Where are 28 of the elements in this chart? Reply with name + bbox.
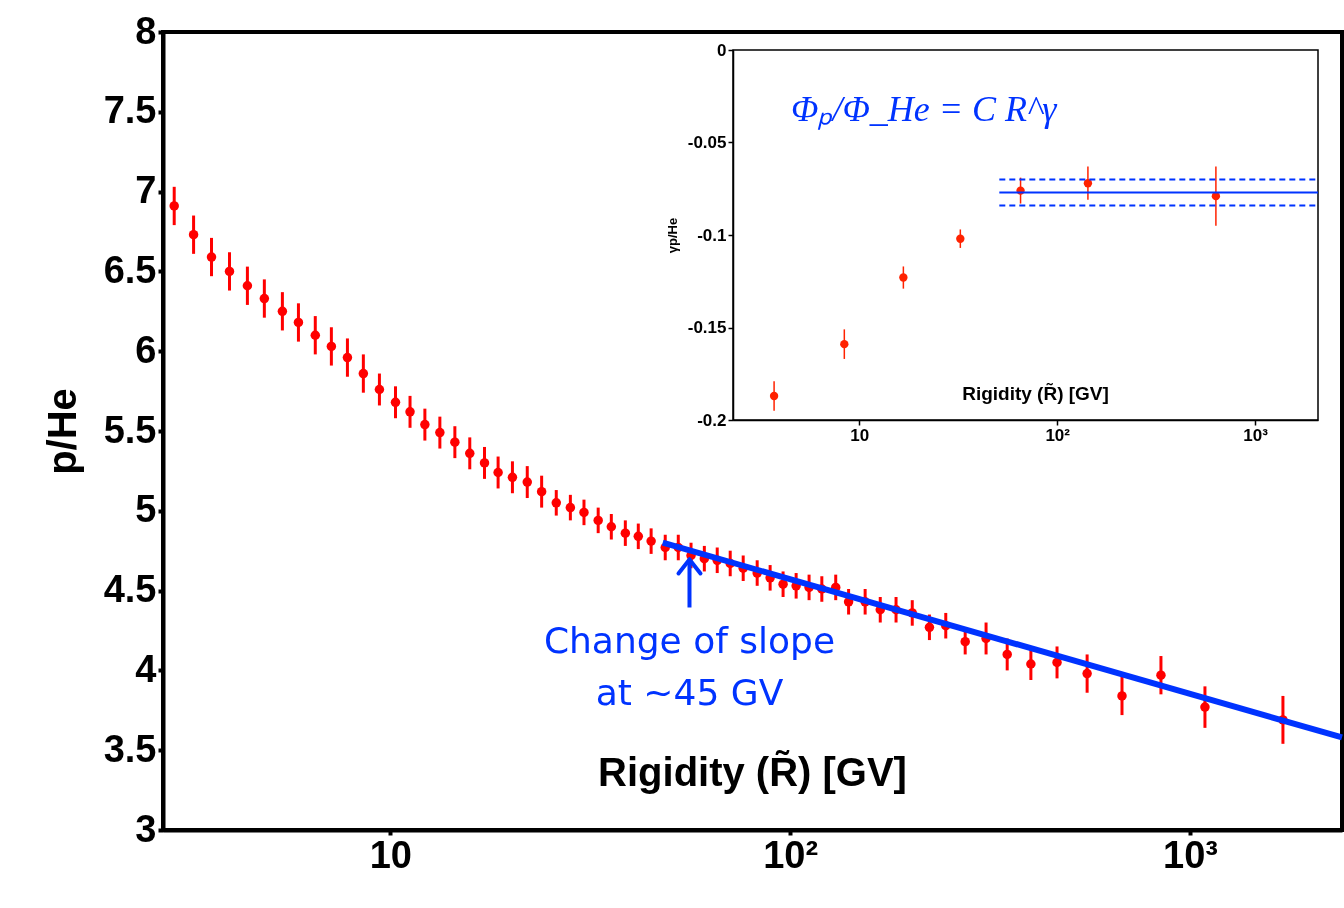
- x-axis-title: Rigidity (R̃) [GV]: [962, 381, 1109, 404]
- y-tick-label: 4: [135, 647, 157, 690]
- y-tick-label: 7: [135, 169, 157, 212]
- y-axis-title: p/He: [39, 388, 84, 475]
- x-tick-label: 10³: [1163, 833, 1218, 876]
- annotation: Change of slope at ~45 GV: [543, 620, 836, 714]
- y-tick-label: -0.1: [697, 225, 727, 245]
- x-tick-label: 10: [369, 833, 412, 876]
- y-tick-label: -0.15: [687, 318, 727, 337]
- y-tick-label: 8: [135, 9, 157, 52]
- y-tick-label: 5.5: [103, 408, 157, 451]
- y-tick-label: 5: [135, 488, 157, 531]
- y-tick-label: 3.5: [103, 727, 157, 770]
- y-tick-label: -0.05: [687, 133, 727, 152]
- y-tick-label: 6: [135, 328, 157, 371]
- y-axis-title: γp/He: [664, 217, 680, 254]
- y-tick-label: 4.5: [103, 568, 157, 611]
- x-tick-label: 10: [850, 425, 870, 445]
- annotation: Φₚ/Φ_He = C R^γ: [791, 89, 1058, 130]
- x-axis-title: Rigidity (R̃) [GV]: [598, 748, 907, 794]
- x-tick-label: 10³: [1243, 425, 1269, 445]
- y-tick-label: 7.5: [103, 89, 157, 132]
- y-tick-label: 0: [717, 40, 727, 60]
- x-tick-label: 10²: [763, 833, 819, 876]
- y-tick-label: 6.5: [103, 248, 157, 291]
- x-tick-label: 10²: [1045, 425, 1071, 445]
- y-tick-label: 3: [135, 807, 157, 850]
- y-tick-label: -0.2: [697, 410, 727, 430]
